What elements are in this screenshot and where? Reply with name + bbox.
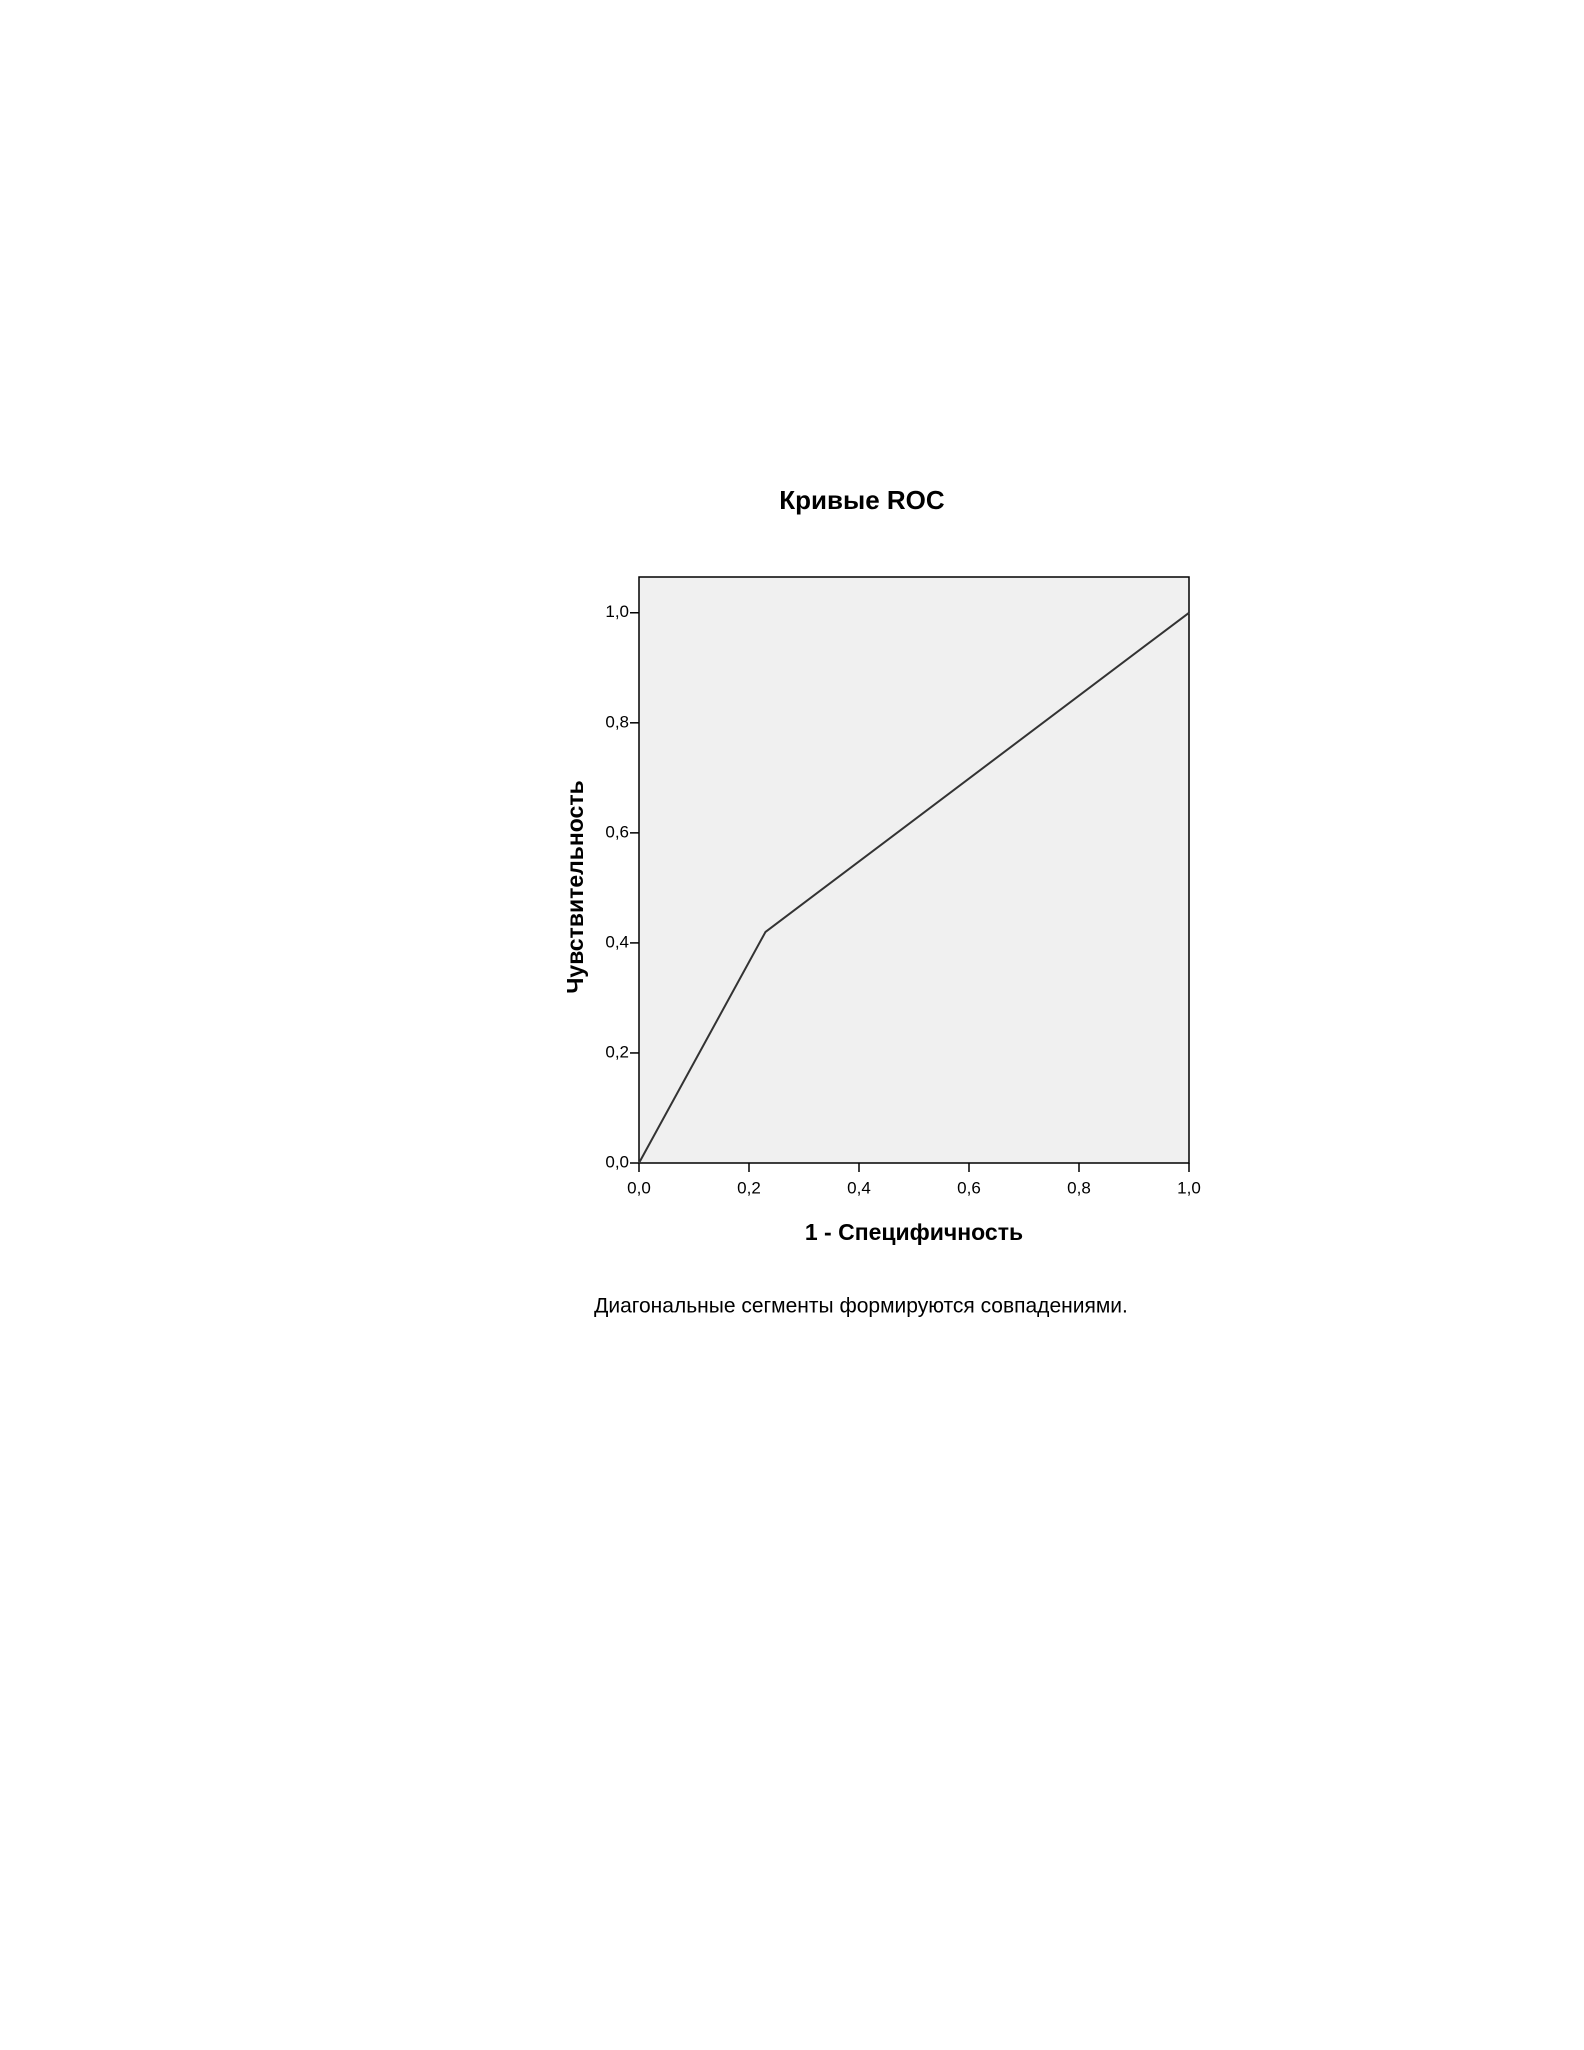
- y-axis-label: Чувствительность: [562, 780, 588, 994]
- x-tick-label: 1,0: [1177, 1178, 1201, 1197]
- y-tick-label: 0,8: [605, 712, 629, 731]
- x-tick-label: 0,0: [627, 1178, 651, 1197]
- chart-title: Кривые ROC: [779, 485, 945, 515]
- y-tick-label: 0,4: [605, 932, 629, 951]
- y-tick-label: 0,6: [605, 822, 629, 841]
- x-axis-label: 1 - Специфичность: [805, 1219, 1023, 1245]
- x-tick-label: 0,6: [957, 1178, 981, 1197]
- roc-line: [638, 611, 1190, 1164]
- y-tick-label: 0,2: [605, 1042, 629, 1061]
- x-tick-label: 0,8: [1067, 1178, 1091, 1197]
- plot-area: [638, 576, 1190, 1164]
- x-tick-label: 0,4: [847, 1178, 871, 1197]
- footnote: Диагональные сегменты формируются совпад…: [594, 1295, 1128, 1318]
- x-tick-label: 0,2: [737, 1178, 761, 1197]
- y-tick-label: 1,0: [605, 602, 629, 621]
- y-tick-label: 0,0: [605, 1152, 629, 1171]
